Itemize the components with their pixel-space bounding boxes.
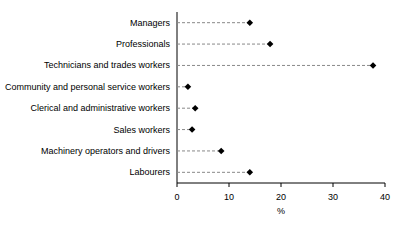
x-tick (177, 183, 178, 187)
leader-line (177, 65, 373, 66)
marks (177, 19, 376, 175)
x-tick (333, 183, 334, 187)
category-label: Professionals (116, 39, 171, 49)
leader-line (177, 22, 250, 23)
y-axis-line (177, 12, 178, 183)
dot (192, 105, 199, 112)
leader-line (177, 172, 250, 173)
dot (185, 84, 192, 91)
dot (370, 62, 377, 69)
category-label: Community and personal service workers (5, 82, 171, 92)
category-label: Managers (130, 18, 171, 28)
dot (267, 41, 274, 48)
x-axis-label: % (277, 206, 285, 216)
category-label: Technicians and trades workers (44, 60, 171, 70)
chart: 0 10 20 30 40% Managers Professionals Technicia… (0, 0, 397, 227)
category-label: Labourers (129, 167, 170, 177)
x-tick (229, 183, 230, 187)
x-tick-label: 30 (328, 192, 338, 202)
chart-container: 0 10 20 30 40% Managers Professionals Technicia… (0, 0, 397, 227)
dot (247, 169, 254, 176)
dot (247, 19, 254, 26)
dot (189, 126, 196, 133)
category-label: Sales workers (113, 125, 170, 135)
x-tick (385, 183, 386, 187)
x-tick-label: 0 (174, 192, 179, 202)
leader-line (177, 150, 221, 151)
x-tick (281, 183, 282, 187)
category-label: Machinery operators and drivers (41, 146, 171, 156)
dot (218, 148, 225, 155)
leader-line (177, 44, 270, 45)
x-tick-label: 20 (276, 192, 286, 202)
x-tick-label: 10 (224, 192, 234, 202)
category-label: Clerical and administrative workers (30, 103, 170, 113)
x-tick-label: 40 (380, 192, 390, 202)
